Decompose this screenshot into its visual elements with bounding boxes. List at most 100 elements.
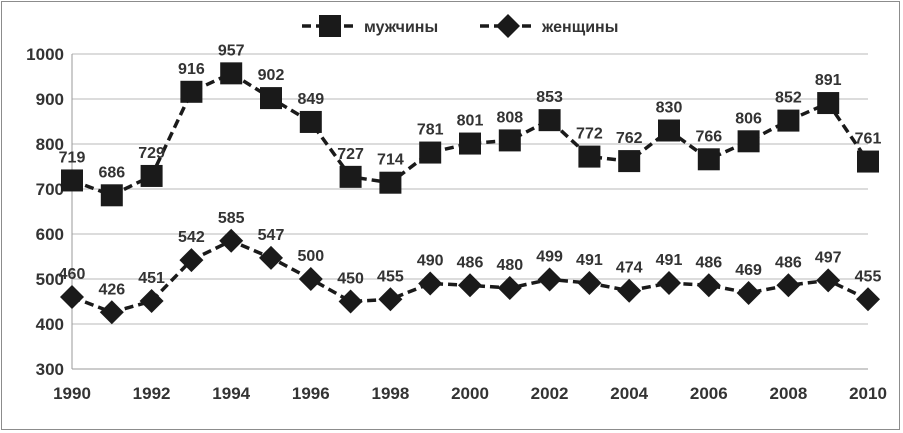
- series-1-data-label: 762: [616, 130, 643, 147]
- series-1-point: [419, 141, 442, 164]
- x-tick-label: 1996: [292, 384, 330, 403]
- series-2-point: [617, 278, 642, 303]
- series-2-point: [418, 271, 443, 296]
- series-1-data-label: 727: [337, 146, 364, 163]
- y-tick-label: 400: [36, 315, 64, 334]
- series-1-point: [538, 109, 561, 132]
- series-1-point: [260, 87, 282, 110]
- series-2-data-label: 455: [377, 268, 404, 285]
- series-2-data-label: 490: [417, 253, 444, 270]
- x-tick-label: 2008: [769, 384, 807, 403]
- data-labels: 719 686 729 916 957 902 849 727 714 781 801 808 853 7…: [59, 42, 882, 298]
- series-1-data-label: 766: [695, 128, 722, 145]
- series-1-point: [140, 164, 163, 187]
- series-1-data-label: 729: [138, 145, 165, 162]
- series-2-point: [378, 287, 403, 312]
- series-1-data-label: 957: [218, 42, 245, 59]
- series-1-data-label: 808: [496, 109, 523, 126]
- series-2-point: [657, 271, 681, 296]
- series-2-data-label: 451: [138, 270, 165, 287]
- y-tick-label: 600: [36, 225, 64, 244]
- legend-marker-2: [496, 14, 520, 38]
- series-1-data-label: 781: [417, 122, 444, 139]
- series-1-point: [658, 119, 680, 142]
- legend-marker-1: [319, 15, 341, 37]
- series-1-data-label: 849: [297, 91, 324, 108]
- series-2-point: [338, 289, 363, 314]
- series-1-point: [498, 129, 521, 152]
- series-2-data-label: 486: [457, 254, 484, 271]
- series-1-point: [857, 150, 879, 173]
- series-2-point: [696, 273, 721, 298]
- series-2-data-label: 486: [775, 254, 802, 271]
- y-tick-label: 1000: [26, 45, 64, 64]
- y-tick-label: 300: [36, 360, 64, 379]
- x-tick-label: 1990: [53, 384, 91, 403]
- axes: 300 400 500 600 700 800 900 1000 1990 1992 1994 199…: [26, 45, 887, 403]
- series-2-point: [497, 276, 522, 300]
- series-2-data-label: 469: [735, 262, 762, 279]
- series-1-point: [697, 148, 720, 171]
- series-1-data-label: 853: [536, 89, 563, 106]
- x-tick-label: 2006: [690, 384, 728, 403]
- series-2-data-label: 455: [855, 268, 882, 285]
- series-1-point: [61, 169, 83, 192]
- series-2-point: [219, 228, 244, 253]
- series-2-data-label: 499: [536, 248, 563, 265]
- series-1-point: [220, 62, 243, 85]
- series-2-data-label: 450: [337, 271, 364, 288]
- series-2-point: [458, 273, 482, 298]
- series-2-point: [816, 268, 841, 293]
- series-2-point: [179, 248, 204, 273]
- series-1-data-label: 902: [258, 67, 285, 84]
- series-1-point: [459, 132, 481, 155]
- y-tick-label: 500: [36, 270, 64, 289]
- series-2-data-label: 497: [815, 249, 842, 266]
- x-tick-label: 2004: [610, 384, 648, 403]
- series-1-data-label: 916: [178, 61, 205, 78]
- x-tick-label: 1994: [212, 384, 250, 403]
- series-1-data-label: 686: [98, 164, 125, 181]
- series-1-point: [379, 171, 402, 194]
- series-2-point: [776, 273, 801, 298]
- series-1-point: [299, 110, 322, 133]
- x-tick-label: 2002: [531, 384, 569, 403]
- series-1-data-label: 714: [377, 152, 404, 169]
- series-2-data-label: 426: [98, 281, 125, 298]
- series-1-point: [737, 130, 760, 153]
- series-2-point: [139, 289, 164, 314]
- series-2-data-label: 500: [297, 248, 324, 265]
- series-1-data-label: 806: [735, 110, 762, 127]
- series-1-data-label: 719: [59, 149, 86, 166]
- series-1-data-label: 772: [576, 126, 603, 143]
- series-1-point: [100, 184, 123, 207]
- y-tick-label: 900: [36, 90, 64, 109]
- series-2-data-label: 491: [576, 252, 603, 269]
- series-1-point: [180, 80, 203, 103]
- series-2-point: [856, 287, 880, 312]
- series-2-data-label: 460: [59, 266, 86, 283]
- series-2-data-label: 480: [496, 257, 523, 274]
- legend: мужчины женщины: [302, 14, 618, 38]
- series-2-data-label: 474: [616, 260, 643, 277]
- series-1-data-label: 852: [775, 90, 802, 107]
- series-1-data-label: 830: [656, 100, 683, 117]
- series-1-point: [618, 150, 641, 173]
- series-layer: [60, 62, 880, 325]
- x-tick-label: 2000: [451, 384, 489, 403]
- x-tick-label: 1998: [371, 384, 409, 403]
- series-1-point: [578, 145, 601, 168]
- legend-label-2: женщины: [541, 19, 618, 36]
- series-1-data-label: 891: [815, 72, 842, 89]
- series-1-data-label: 801: [457, 113, 484, 130]
- series-2-data-label: 547: [258, 227, 285, 244]
- series-1-point: [777, 109, 800, 132]
- series-2-point: [537, 267, 562, 292]
- series-1-point: [339, 165, 362, 188]
- series-2-data-label: 486: [695, 254, 722, 271]
- series-2-point: [60, 285, 84, 309]
- y-tick-label: 700: [36, 180, 64, 199]
- series-2-point: [99, 300, 124, 325]
